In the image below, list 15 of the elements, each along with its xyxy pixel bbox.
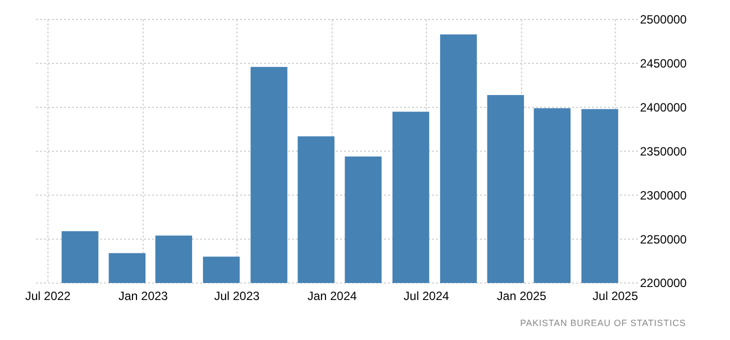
y-tick-label: 2250000 xyxy=(640,232,688,246)
x-tick-label: Jan 2024 xyxy=(307,289,358,303)
x-tick-label: Jan 2025 xyxy=(496,289,547,303)
x-tick-label: Jul 2022 xyxy=(25,289,71,303)
y-tick-label: 2450000 xyxy=(640,56,688,71)
x-tick-label: Jul 2024 xyxy=(404,289,450,303)
y-tick-label: 2500000 xyxy=(640,12,688,27)
x-tick-label: Jul 2023 xyxy=(214,289,260,303)
y-tick-label: 2350000 xyxy=(640,144,688,158)
text: PAKISTAN BUREAU OF STATISTICS xyxy=(520,318,686,328)
y-tick-label: 2300000 xyxy=(640,188,688,202)
y-tick-label: 2400000 xyxy=(640,100,688,115)
x-tick-label: Jul 2025 xyxy=(592,289,638,303)
y-tick-label: 2200000 xyxy=(640,276,688,290)
x-tick-label: Jan 2023 xyxy=(118,289,168,303)
